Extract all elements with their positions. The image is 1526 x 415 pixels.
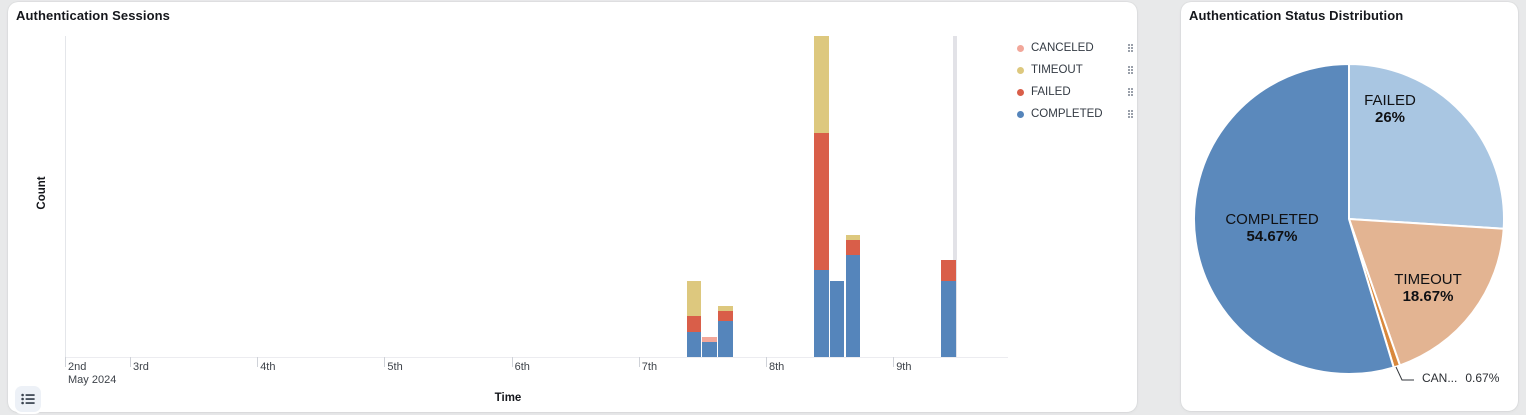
x-tick-label: 6th xyxy=(514,361,530,373)
y-axis-line xyxy=(65,36,66,358)
y-axis-title: Count xyxy=(36,176,48,210)
x-tick-mark xyxy=(65,357,66,367)
list-icon xyxy=(21,393,35,405)
x-tick-mark xyxy=(511,357,513,367)
pie-slice-completed[interactable] xyxy=(1193,63,1395,375)
bar-segment-timeout[interactable] xyxy=(845,234,861,240)
x-tick-label: 4th xyxy=(260,361,276,373)
bar-segment-failed[interactable] xyxy=(813,132,829,271)
time-marker-line xyxy=(952,36,957,357)
sessions-panel-title: Authentication Sessions xyxy=(16,8,170,23)
bar-segment-failed[interactable] xyxy=(940,260,956,281)
sessions-plot-area: 2nd May 2024 3rd 4th 5th 6th 7th 8th 9th xyxy=(65,36,1008,386)
legend-item-canceled[interactable]: CANCELED xyxy=(1013,37,1135,59)
x-tick-mark xyxy=(893,357,895,367)
x-tick-mark xyxy=(638,357,640,367)
legend-toggle-button[interactable] xyxy=(15,386,41,412)
x-tick-label: 7th xyxy=(641,361,658,373)
bar-segment-timeout[interactable] xyxy=(718,306,734,312)
bar-segment-timeout[interactable] xyxy=(686,280,702,317)
drag-handle-icon[interactable] xyxy=(1128,44,1133,52)
x-tick-label: 9th xyxy=(896,361,912,373)
bar-segment-timeout[interactable] xyxy=(813,36,829,133)
legend-item-label: CANCELED xyxy=(1031,42,1094,54)
x-first-tick-label: 2nd May 2024 xyxy=(68,361,117,386)
pie-slice-failed[interactable] xyxy=(1348,63,1505,230)
legend-item-failed[interactable]: FAILED xyxy=(1013,81,1135,103)
x-axis-title: Time xyxy=(494,392,522,404)
bar-segment-completed[interactable] xyxy=(845,255,861,357)
x-tick-mark xyxy=(766,357,767,367)
bar-segment-failed[interactable] xyxy=(686,316,702,332)
status-pie-chart xyxy=(1193,63,1505,381)
x-tick-mark xyxy=(130,357,131,367)
drag-handle-icon[interactable] xyxy=(1128,110,1133,118)
legend-item-label: COMPLETED xyxy=(1031,108,1103,120)
x-axis-line xyxy=(65,357,1008,358)
legend-color-dot xyxy=(1017,88,1024,96)
x-tick-label: 5th xyxy=(387,361,403,373)
legend-item-label: TIMEOUT xyxy=(1031,64,1083,76)
bar-segment-completed[interactable] xyxy=(813,270,829,357)
legend-color-dot xyxy=(1017,66,1024,74)
distribution-panel-title: Authentication Status Distribution xyxy=(1189,8,1404,23)
x-tick-label: 8th xyxy=(769,361,785,373)
legend-item-completed[interactable]: COMPLETED xyxy=(1013,103,1135,125)
legend-color-dot xyxy=(1017,110,1024,118)
bar-segment-failed[interactable] xyxy=(845,239,861,256)
chart-legend: CANCELED TIMEOUT FAILED COMPLETED xyxy=(1013,37,1135,125)
bar-segment-failed[interactable] xyxy=(718,311,734,322)
canceled-leader-line xyxy=(1395,366,1414,381)
distribution-panel: Authentication Status Distribution FAILE… xyxy=(1181,2,1518,411)
bar-segment-completed[interactable] xyxy=(718,321,734,357)
drag-handle-icon[interactable] xyxy=(1128,66,1133,74)
legend-item-timeout[interactable]: TIMEOUT xyxy=(1013,59,1135,81)
bar-segment-completed[interactable] xyxy=(829,280,845,357)
legend-color-dot xyxy=(1017,44,1024,52)
x-tick-label: 3rd xyxy=(133,361,149,373)
bar-segment-canceled[interactable] xyxy=(702,336,718,342)
legend-item-label: FAILED xyxy=(1031,86,1071,98)
drag-handle-icon[interactable] xyxy=(1128,88,1133,96)
bar-segment-completed[interactable] xyxy=(686,331,702,357)
sessions-panel: Authentication Sessions 2nd May 2024 3rd… xyxy=(8,2,1137,412)
x-tick-mark xyxy=(257,357,259,367)
x-tick-mark xyxy=(384,357,386,367)
bar-segment-completed[interactable] xyxy=(702,341,718,357)
bar-segment-completed[interactable] xyxy=(940,280,956,357)
